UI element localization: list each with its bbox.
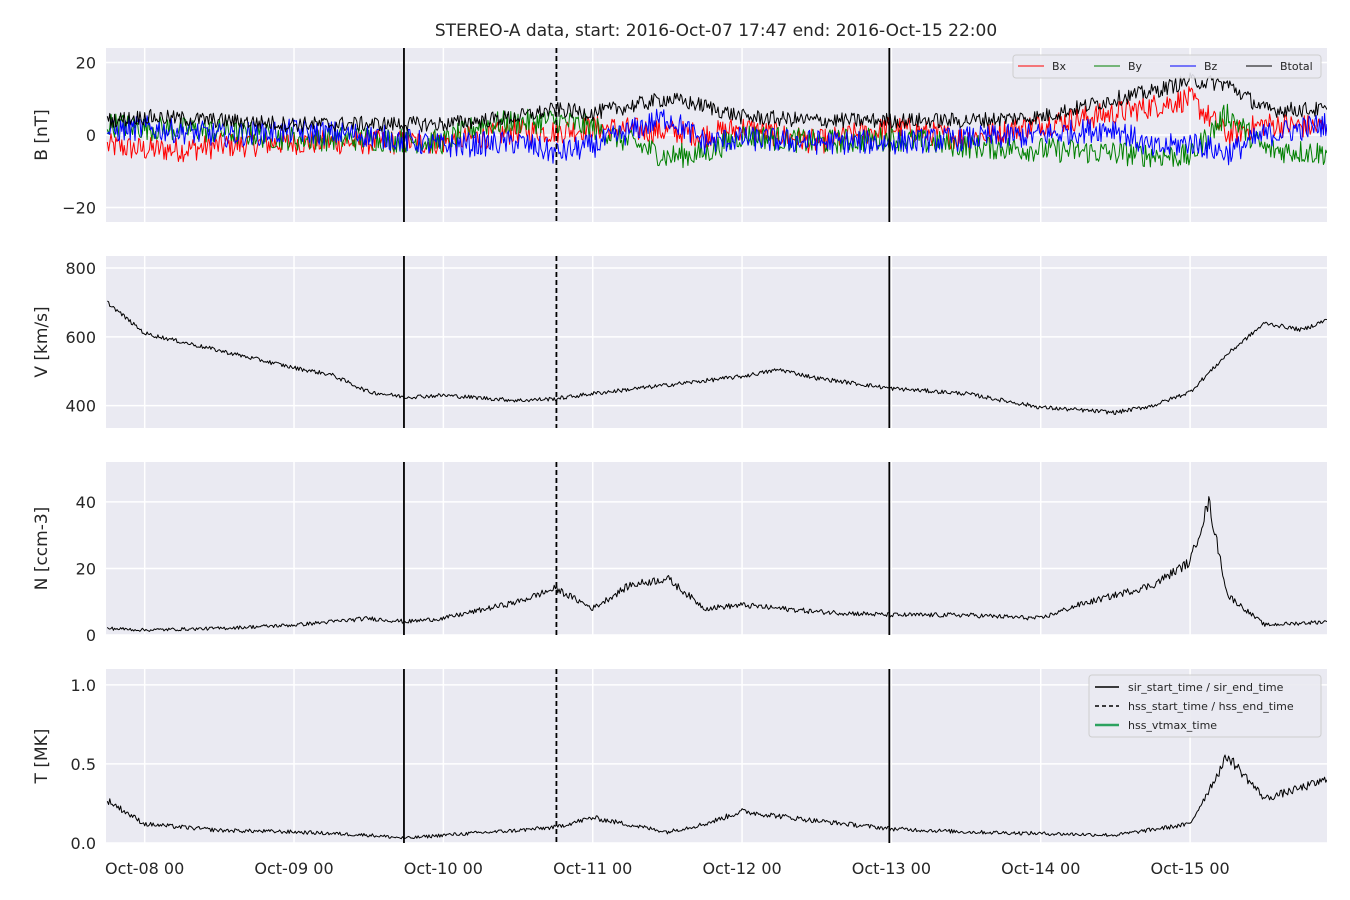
x-tick-label: Oct-15 00 [1150, 859, 1229, 878]
panel-B: −20 0 20 B [nT] Bx By Bz Btotal [32, 48, 1327, 222]
series-line-by [106, 103, 1327, 169]
y-tick-label: 20 [76, 54, 96, 73]
legend-frame [1012, 54, 1322, 79]
y-tick-label: 600 [65, 328, 96, 347]
series-line [106, 496, 1327, 632]
x-tick-label: Oct-12 00 [702, 859, 781, 878]
b-legend: Bx By Bz Btotal [1012, 54, 1322, 79]
series-group [106, 496, 1327, 632]
series-line-bx [106, 86, 1327, 163]
y-tick-label: 0.5 [71, 755, 96, 774]
x-tick-label: Oct-08 00 [105, 859, 184, 878]
panel-N: 0 20 40 N [ccm-3] [32, 462, 1327, 645]
gridlines [106, 669, 1327, 844]
series-line-btotal [106, 72, 1327, 133]
series-line [107, 300, 1327, 415]
y-tick-label: 800 [65, 259, 96, 278]
figure-title: STEREO-A data, start: 2016-Oct-07 17:47 … [435, 21, 997, 41]
panel-background [106, 462, 1327, 635]
y-tick-label: 0 [86, 126, 96, 145]
y-axis-label: V [km/s] [32, 306, 52, 377]
x-axis-tick-labels: Oct-08 00 Oct-09 00 Oct-10 00 Oct-11 00 Oct-… [105, 859, 1230, 878]
legend-label-btotal: Btotal [1280, 60, 1313, 73]
event-legend: sir_start_time / sir_end_time hss_start_t… [1088, 674, 1322, 738]
series-group [107, 300, 1327, 415]
y-axis-label: T [MK] [32, 729, 52, 785]
series-line-bz [106, 108, 1327, 166]
y-tick-label: 0 [86, 626, 96, 645]
x-tick-label: Oct-09 00 [254, 859, 333, 878]
legend-label-1: hss_start_time / hss_end_time [1128, 700, 1294, 713]
x-tick-label: Oct-10 00 [404, 859, 483, 878]
y-tick-label: −20 [62, 199, 96, 218]
y-axis-label: B [nT] [32, 109, 52, 161]
x-tick-label: Oct-14 00 [1001, 859, 1080, 878]
panel-T: 0.0 0.5 1.0 T [MK] sir_start_time / sir_end_… [32, 669, 1327, 853]
x-tick-label: Oct-13 00 [852, 859, 931, 878]
legend-label-2: hss_vtmax_time [1128, 719, 1217, 732]
series-group [106, 754, 1327, 840]
panel-V: 400 600 800 V [km/s] [32, 256, 1327, 428]
gridlines [106, 256, 1327, 428]
legend-frame [1088, 674, 1322, 738]
y-tick-label: 400 [65, 397, 96, 416]
legend-label-by: By [1128, 60, 1143, 73]
series-group [106, 72, 1327, 169]
legend-label-0: sir_start_time / sir_end_time [1128, 681, 1284, 694]
legend-label-bx: Bx [1052, 60, 1067, 73]
legend-label-bz: Bz [1204, 60, 1218, 73]
x-tick-label: Oct-11 00 [553, 859, 632, 878]
y-tick-label: 20 [76, 559, 96, 578]
gridlines [106, 462, 1327, 636]
y-tick-label: 40 [76, 493, 96, 512]
y-tick-label: 1.0 [71, 676, 96, 695]
y-axis-label: N [ccm-3] [32, 507, 52, 591]
y-tick-label: 0.0 [71, 834, 96, 853]
panel-background [106, 256, 1327, 428]
series-line [106, 754, 1327, 840]
